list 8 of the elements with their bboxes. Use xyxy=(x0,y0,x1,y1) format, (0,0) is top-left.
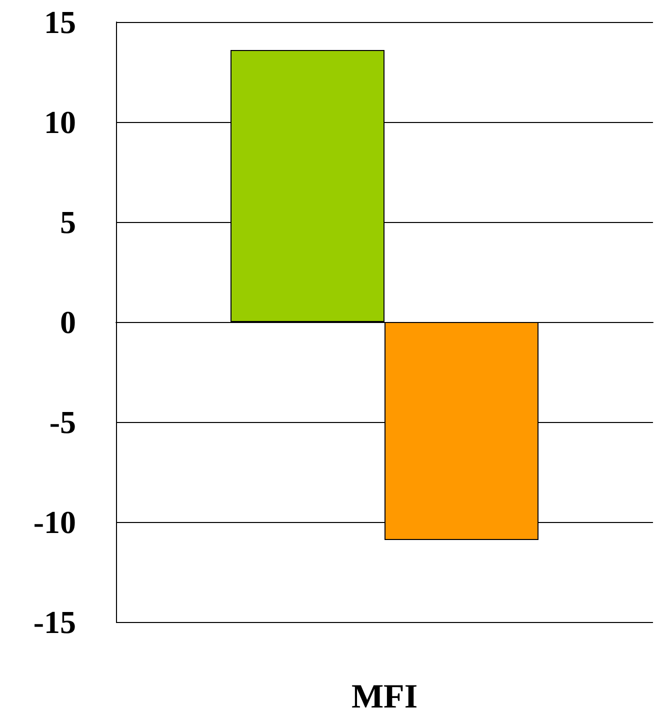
y-tick-label: 15 xyxy=(44,4,76,40)
y-tick-label: 0 xyxy=(60,304,76,340)
y-tick-label: -15 xyxy=(33,604,76,640)
y-tick-label: -10 xyxy=(33,504,76,540)
y-tick-label: 10 xyxy=(44,104,76,140)
y-tick-label: -5 xyxy=(49,404,76,440)
x-tick-label: MFI xyxy=(351,678,418,714)
y-tick-label: 5 xyxy=(60,204,76,240)
